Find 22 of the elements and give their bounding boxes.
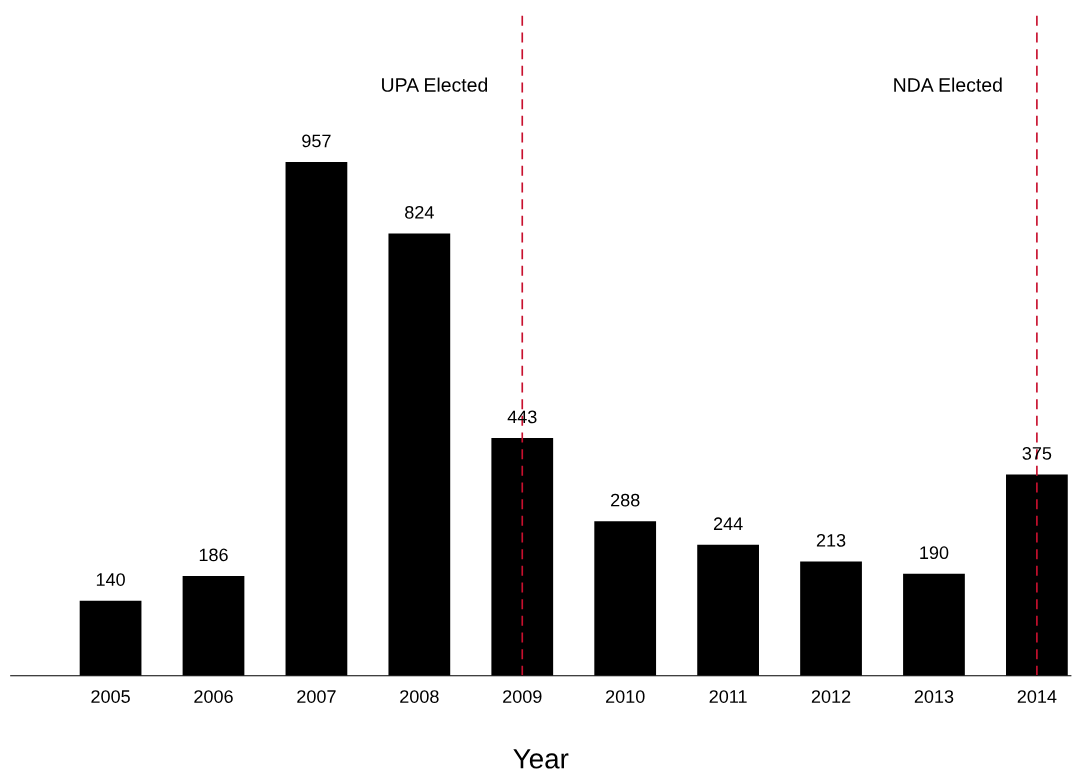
x-axis-title: Year xyxy=(513,749,569,769)
x-tick-label: 2009 xyxy=(503,690,542,703)
ref-line-label: NDA Elected xyxy=(894,77,1002,92)
x-tick-label: 2008 xyxy=(400,690,439,703)
data-label: 213 xyxy=(816,533,846,547)
data-label: 957 xyxy=(302,134,331,148)
data-label: 244 xyxy=(713,517,743,530)
data-label: 140 xyxy=(96,573,125,586)
x-tick-label: 2005 xyxy=(91,690,130,703)
data-label: 824 xyxy=(405,205,434,219)
x-tick-label: 2012 xyxy=(811,690,851,703)
data-label: 443 xyxy=(507,410,537,424)
data-label: 288 xyxy=(611,493,640,507)
x-tick-label: 2013 xyxy=(914,690,954,703)
x-tick-label: 2010 xyxy=(606,690,645,703)
x-tick-label: 2007 xyxy=(297,690,336,703)
x-tick-label: 2006 xyxy=(194,690,233,703)
x-tick-label: 2014 xyxy=(1017,690,1057,703)
data-label: 186 xyxy=(199,548,228,562)
x-tick-label: 2011 xyxy=(709,690,747,703)
ref-line-label: UPA Elected xyxy=(382,77,488,92)
data-label: 190 xyxy=(920,546,949,560)
